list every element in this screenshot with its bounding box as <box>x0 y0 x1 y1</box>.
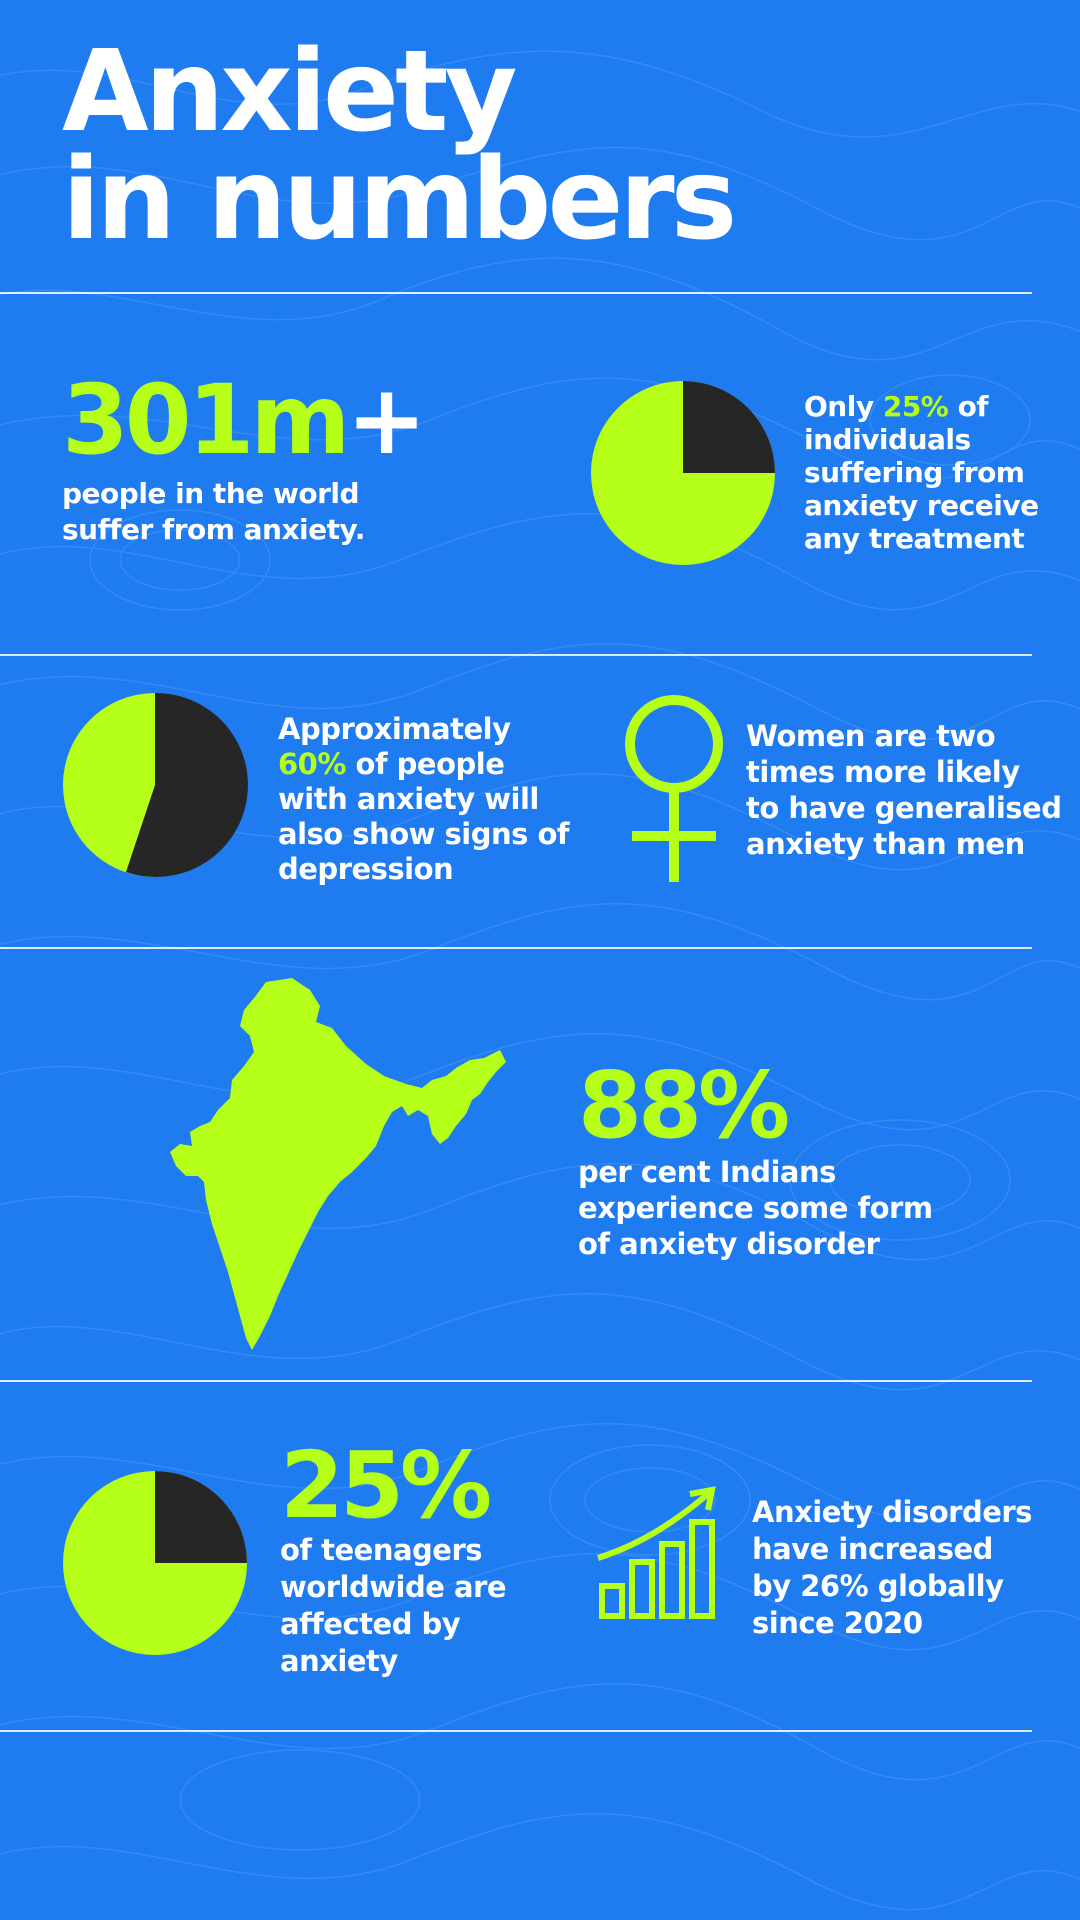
stat-301m-value: 301m+ <box>62 364 427 476</box>
plus-sign: + <box>346 364 426 476</box>
pie-chart-icon <box>63 1471 247 1655</box>
title-line-1: Anxiety <box>62 27 518 157</box>
treatment-text: Only 25% of individuals suffering from a… <box>804 390 1039 555</box>
stat-301m-block: 301m+ people in the world suffer from an… <box>62 364 427 548</box>
female-symbol-icon <box>625 695 723 882</box>
depression-highlight: 60% <box>278 747 346 781</box>
pie-chart-icon <box>591 381 775 565</box>
india-map-icon <box>170 978 506 1350</box>
india-value: 88% <box>578 1052 790 1159</box>
page-title: Anxiety in numbers <box>62 27 737 265</box>
india-block: 88% per cent Indians experience some for… <box>578 1060 933 1262</box>
depression-text: Approximately 60% of people with anxiety… <box>278 712 570 886</box>
teenagers-block: 25% of teenagers worldwide are affected … <box>280 1432 507 1680</box>
teenagers-value: 25% <box>280 1432 492 1539</box>
divider <box>0 947 1032 949</box>
title-line-2: in numbers <box>62 135 737 265</box>
india-caption: per cent Indians experience some form of… <box>578 1155 933 1261</box>
increase-text: Anxiety disorders have increased by 26% … <box>752 1495 1032 1640</box>
treatment-highlight: 25% <box>882 390 949 423</box>
divider <box>0 292 1032 294</box>
divider <box>0 1730 1032 1732</box>
growth-bar-chart-icon <box>597 1486 716 1619</box>
stat-301m-caption: people in the world suffer from anxiety. <box>62 477 365 546</box>
women-text: Women are two times more likely to have … <box>746 719 1062 861</box>
teenagers-caption: of teenagers worldwide are affected by a… <box>280 1533 507 1678</box>
pie-chart-icon <box>63 692 248 877</box>
divider <box>0 1380 1032 1382</box>
divider <box>0 654 1032 656</box>
